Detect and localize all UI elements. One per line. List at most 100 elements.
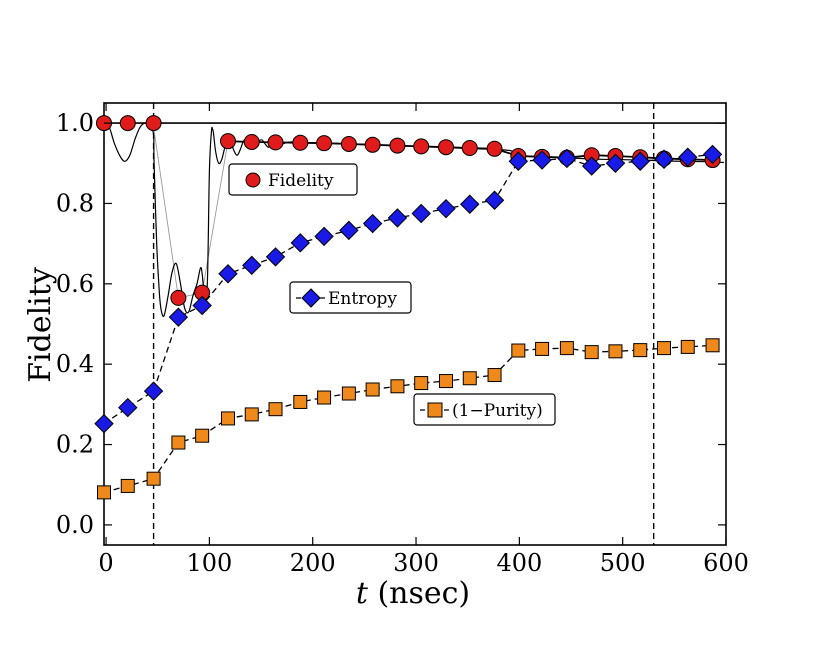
legends: Fidelity Entropy (1−Purity) (228, 163, 556, 426)
series-0-point-7 (267, 134, 284, 151)
x-tick-label-0: 0 (98, 549, 113, 577)
series-0-point-11 (364, 136, 381, 153)
transition-connector-2 (201, 141, 229, 293)
series-1-point-15 (460, 194, 480, 214)
legend-fidelity-marker (245, 172, 261, 188)
x-tick-label-6: 600 (703, 549, 749, 577)
series-2-point-11 (365, 382, 380, 397)
series-2-point-16 (487, 368, 502, 383)
series-2-point-0 (97, 485, 111, 500)
y-tick-label-3: 0.6 (56, 270, 94, 298)
legend-entropy-label: Entropy (328, 289, 397, 309)
y-tick-label-5: 1.0 (56, 109, 94, 137)
y-tick-label-2: 0.4 (56, 350, 94, 378)
series-0-point-1 (119, 115, 136, 132)
series-2-point-8 (293, 394, 308, 409)
series-0-point-16 (486, 140, 503, 157)
series-1-point-18 (532, 150, 552, 170)
series-0-point-3 (170, 289, 187, 306)
x-tick-label-2: 200 (290, 549, 336, 577)
series-2-point-1 (120, 478, 135, 493)
series-0-point-9 (316, 135, 333, 152)
x-tick-label-3: 300 (393, 549, 439, 577)
series-1-point-21 (605, 153, 626, 173)
legend-purity-label: (1−Purity) (452, 401, 543, 421)
series-2-point-24 (680, 339, 695, 354)
series-2-point-21 (608, 344, 623, 359)
series-1-point-7 (265, 247, 286, 267)
series-2-point-17 (511, 343, 526, 358)
legend-entropy-marker (301, 288, 321, 308)
series-0-point-2 (145, 115, 162, 132)
axis-ticks (104, 103, 727, 545)
series-1-point-25 (702, 144, 723, 165)
plot-frame (103, 102, 727, 546)
series-1-point-23 (654, 149, 674, 169)
plot-area (94, 102, 727, 546)
series-0-point-12 (389, 137, 406, 154)
legend-purity-box (413, 393, 556, 426)
series-2-point-3 (171, 435, 186, 450)
series-2-point-9 (317, 390, 332, 405)
series-2-point-4 (195, 428, 210, 443)
x-tick-label-1: 100 (186, 549, 232, 577)
legend-purity: (1−Purity) (413, 393, 556, 426)
series-2-point-15 (462, 371, 477, 386)
series-2-point-13 (414, 376, 429, 391)
series-2-point-25 (705, 338, 720, 353)
series-2-point-12 (390, 379, 405, 394)
legend-entropy-box (289, 281, 412, 314)
series-2-point-6 (244, 407, 259, 422)
x-axis-variable: t (356, 576, 369, 611)
series-0-point-13 (413, 138, 430, 155)
series-2-point-10 (341, 386, 356, 401)
series-2-point-18 (535, 341, 550, 356)
series-1-point-5 (218, 264, 238, 284)
legend-purity-marker (427, 402, 443, 418)
series-1-point-10 (339, 220, 359, 241)
series-1-point-22 (630, 151, 650, 171)
series-0-point-8 (292, 134, 309, 151)
y-tick-label-0: 0.0 (56, 511, 94, 539)
series-1-point-4 (192, 295, 212, 316)
series-1-point-20 (581, 156, 602, 176)
series-2-point-22 (633, 343, 648, 358)
series-2-point-7 (268, 402, 283, 417)
series-2-point-23 (657, 341, 672, 356)
series-1-point-6 (242, 255, 262, 276)
x-axis-unit: (nsec) (368, 576, 470, 611)
x-axis-label: t (nsec) (356, 576, 470, 611)
x-tick-label-4: 400 (496, 549, 542, 577)
series-1-point-16 (484, 190, 505, 210)
transition-connector-0 (153, 127, 179, 298)
legend-fidelity-box (228, 163, 358, 196)
axis-tick-labels: 0 100 200 300 400 500 600 0.0 0.2 0.4 0.6 0.8 1.0 (56, 109, 749, 577)
series-1-point-1 (118, 397, 138, 418)
series-1-point-24 (678, 147, 698, 167)
series-0-point-14 (437, 139, 454, 156)
series-1-point-0 (94, 413, 114, 434)
series-2-point-20 (584, 345, 599, 360)
legend-entropy: Entropy (289, 281, 412, 314)
series-1-point-2 (143, 381, 164, 401)
x-tick-label-5: 500 (600, 549, 646, 577)
series-points (94, 115, 723, 500)
y-tick-label-1: 0.2 (56, 431, 94, 459)
series-0-point-10 (340, 135, 357, 152)
series-1-point-9 (314, 226, 334, 247)
legend-fidelity-label: Fidelity (268, 171, 334, 191)
series-2-point-14 (438, 374, 453, 389)
y-axis-label: Fidelity (23, 267, 58, 383)
series-0-point-15 (461, 140, 478, 157)
series-2-point-19 (559, 341, 574, 356)
series-1-point-11 (362, 213, 383, 234)
series-1-point-17 (508, 151, 529, 171)
y-tick-label-4: 0.8 (56, 189, 94, 217)
series-1-point-14 (436, 198, 456, 219)
series-0-point-6 (243, 133, 260, 150)
series-2-point-5 (220, 411, 235, 426)
series-1-point-13 (411, 203, 431, 224)
series-2-point-2 (146, 471, 161, 486)
